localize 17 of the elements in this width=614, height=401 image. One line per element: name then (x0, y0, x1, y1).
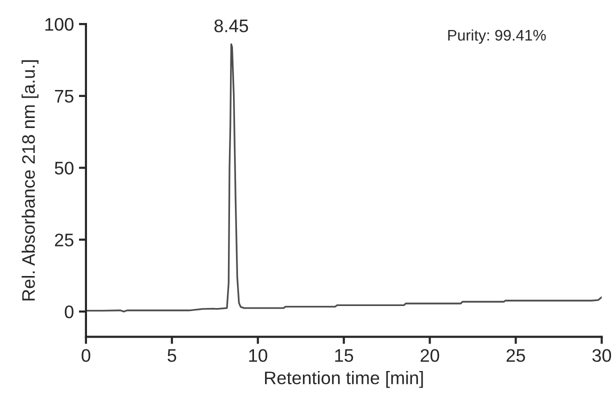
x-tick-label: 30 (592, 349, 612, 362)
annotation: 8.45 (214, 19, 248, 32)
y-tick-label: 0 (64, 305, 74, 318)
y-axis-title: Rel. Absorbance 218 nm [a.u.] (22, 60, 38, 300)
annotation: Purity: 99.41% (448, 29, 546, 44)
y-tick-label: 75 (55, 90, 74, 103)
line-series (86, 43, 602, 312)
x-tick-label: 15 (335, 349, 354, 362)
x-tick-label: 10 (249, 349, 268, 362)
y-tick-label: 25 (54, 234, 74, 246)
x-tick-label: 0 (82, 349, 90, 362)
x-axis-title: Retention time [min] (265, 371, 423, 388)
x-tick-label: 20 (420, 349, 440, 362)
x-tick-label: 5 (168, 349, 176, 362)
y-tick-label: 50 (54, 162, 74, 175)
y-tick-label: 100 (45, 18, 74, 31)
x-tick-label: 25 (506, 349, 526, 362)
